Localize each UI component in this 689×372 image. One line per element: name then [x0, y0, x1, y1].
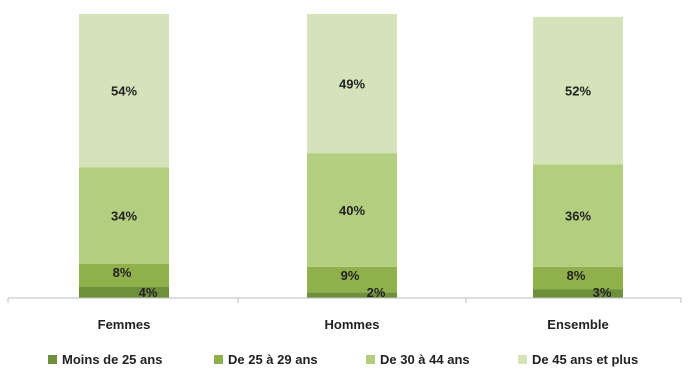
legend-swatch-de-25-a-29-ans — [214, 355, 223, 364]
legend-swatch-de-30-a-44-ans — [366, 355, 375, 364]
category-label-femmes: Femmes — [98, 317, 151, 332]
x-axis-ticks — [7, 298, 682, 303]
label-ensemble-moins-de-25-ans: 3% — [593, 285, 612, 300]
legend-label-moins-de-25-ans: Moins de 25 ans — [62, 352, 162, 367]
bar-hommes-de-30-a-44-ans — [307, 153, 397, 267]
legend-swatch-moins-de-25-ans — [48, 355, 57, 364]
bar-hommes-de-45-ans-et-plus — [307, 14, 397, 154]
legend-label-de-30-a-44-ans: De 30 à 44 ans — [380, 352, 470, 367]
legend-label-de-45-ans-et-plus: De 45 ans et plus — [532, 352, 638, 367]
bar-hommes-moins-de-25-ans — [307, 292, 397, 298]
legend: Moins de 25 ans De 25 à 29 ans De 30 à 44 … — [48, 352, 638, 367]
label-femmes-de-30-a-44-ans: 34% — [111, 209, 137, 224]
label-hommes-de-30-a-44-ans: 40% — [339, 203, 365, 218]
label-femmes-de-45-ans-et-plus: 54% — [111, 84, 137, 99]
bar-ensemble-de-45-ans-et-plus — [533, 16, 623, 165]
bar-ensemble-moins-de-25-ans — [533, 289, 623, 298]
bar-hommes-de-25-a-29-ans — [307, 266, 397, 293]
legend-swatch-de-45-ans-et-plus — [518, 355, 527, 364]
bar-ensemble-de-25-a-29-ans — [533, 266, 623, 290]
label-femmes-de-25-a-29-ans: 8% — [113, 265, 132, 280]
bar-femmes-de-30-a-44-ans — [79, 167, 169, 264]
label-hommes-moins-de-25-ans: 2% — [367, 285, 386, 300]
label-femmes-moins-de-25-ans: 4% — [139, 285, 158, 300]
bar-femmes-de-25-a-29-ans — [79, 263, 169, 287]
bar-femmes-moins-de-25-ans — [79, 286, 169, 298]
bar-ensemble-de-30-a-44-ans — [533, 164, 623, 267]
label-hommes-de-45-ans-et-plus: 49% — [339, 77, 365, 92]
bars-group: 4% 8% 34% 54% 2% 9% 40% 49% 3% 8% 36% 52% — [79, 14, 623, 300]
category-label-hommes: Hommes — [325, 317, 380, 332]
label-hommes-de-25-a-29-ans: 9% — [341, 268, 360, 283]
label-ensemble-de-45-ans-et-plus: 52% — [565, 84, 591, 99]
category-labels: Femmes Hommes Ensemble — [98, 317, 609, 332]
legend-label-de-25-a-29-ans: De 25 à 29 ans — [228, 352, 318, 367]
category-label-ensemble: Ensemble — [547, 317, 608, 332]
label-ensemble-de-25-a-29-ans: 8% — [567, 268, 586, 283]
label-ensemble-de-30-a-44-ans: 36% — [565, 209, 591, 224]
bar-femmes-de-45-ans-et-plus — [79, 14, 169, 168]
